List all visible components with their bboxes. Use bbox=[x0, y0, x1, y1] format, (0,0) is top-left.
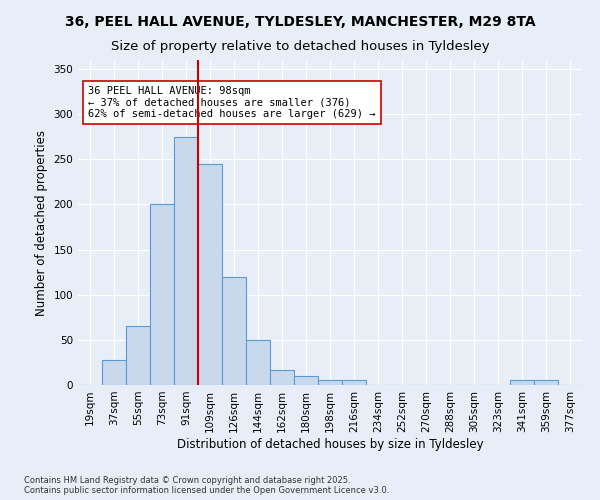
Text: 36 PEEL HALL AVENUE: 98sqm
← 37% of detached houses are smaller (376)
62% of sem: 36 PEEL HALL AVENUE: 98sqm ← 37% of deta… bbox=[88, 86, 376, 119]
Y-axis label: Number of detached properties: Number of detached properties bbox=[35, 130, 48, 316]
Bar bbox=[174, 136, 198, 385]
Bar bbox=[246, 340, 270, 385]
Text: 36, PEEL HALL AVENUE, TYLDESLEY, MANCHESTER, M29 8TA: 36, PEEL HALL AVENUE, TYLDESLEY, MANCHES… bbox=[65, 15, 535, 29]
Bar bbox=[342, 380, 366, 385]
Bar bbox=[270, 370, 294, 385]
X-axis label: Distribution of detached houses by size in Tyldesley: Distribution of detached houses by size … bbox=[176, 438, 484, 450]
Bar bbox=[318, 380, 342, 385]
Text: Size of property relative to detached houses in Tyldesley: Size of property relative to detached ho… bbox=[110, 40, 490, 53]
Bar bbox=[534, 380, 558, 385]
Bar bbox=[294, 376, 318, 385]
Bar bbox=[150, 204, 174, 385]
Bar bbox=[510, 380, 534, 385]
Text: Contains HM Land Registry data © Crown copyright and database right 2025.
Contai: Contains HM Land Registry data © Crown c… bbox=[24, 476, 389, 495]
Bar bbox=[102, 360, 126, 385]
Bar bbox=[198, 164, 222, 385]
Bar bbox=[126, 326, 150, 385]
Bar bbox=[222, 276, 246, 385]
